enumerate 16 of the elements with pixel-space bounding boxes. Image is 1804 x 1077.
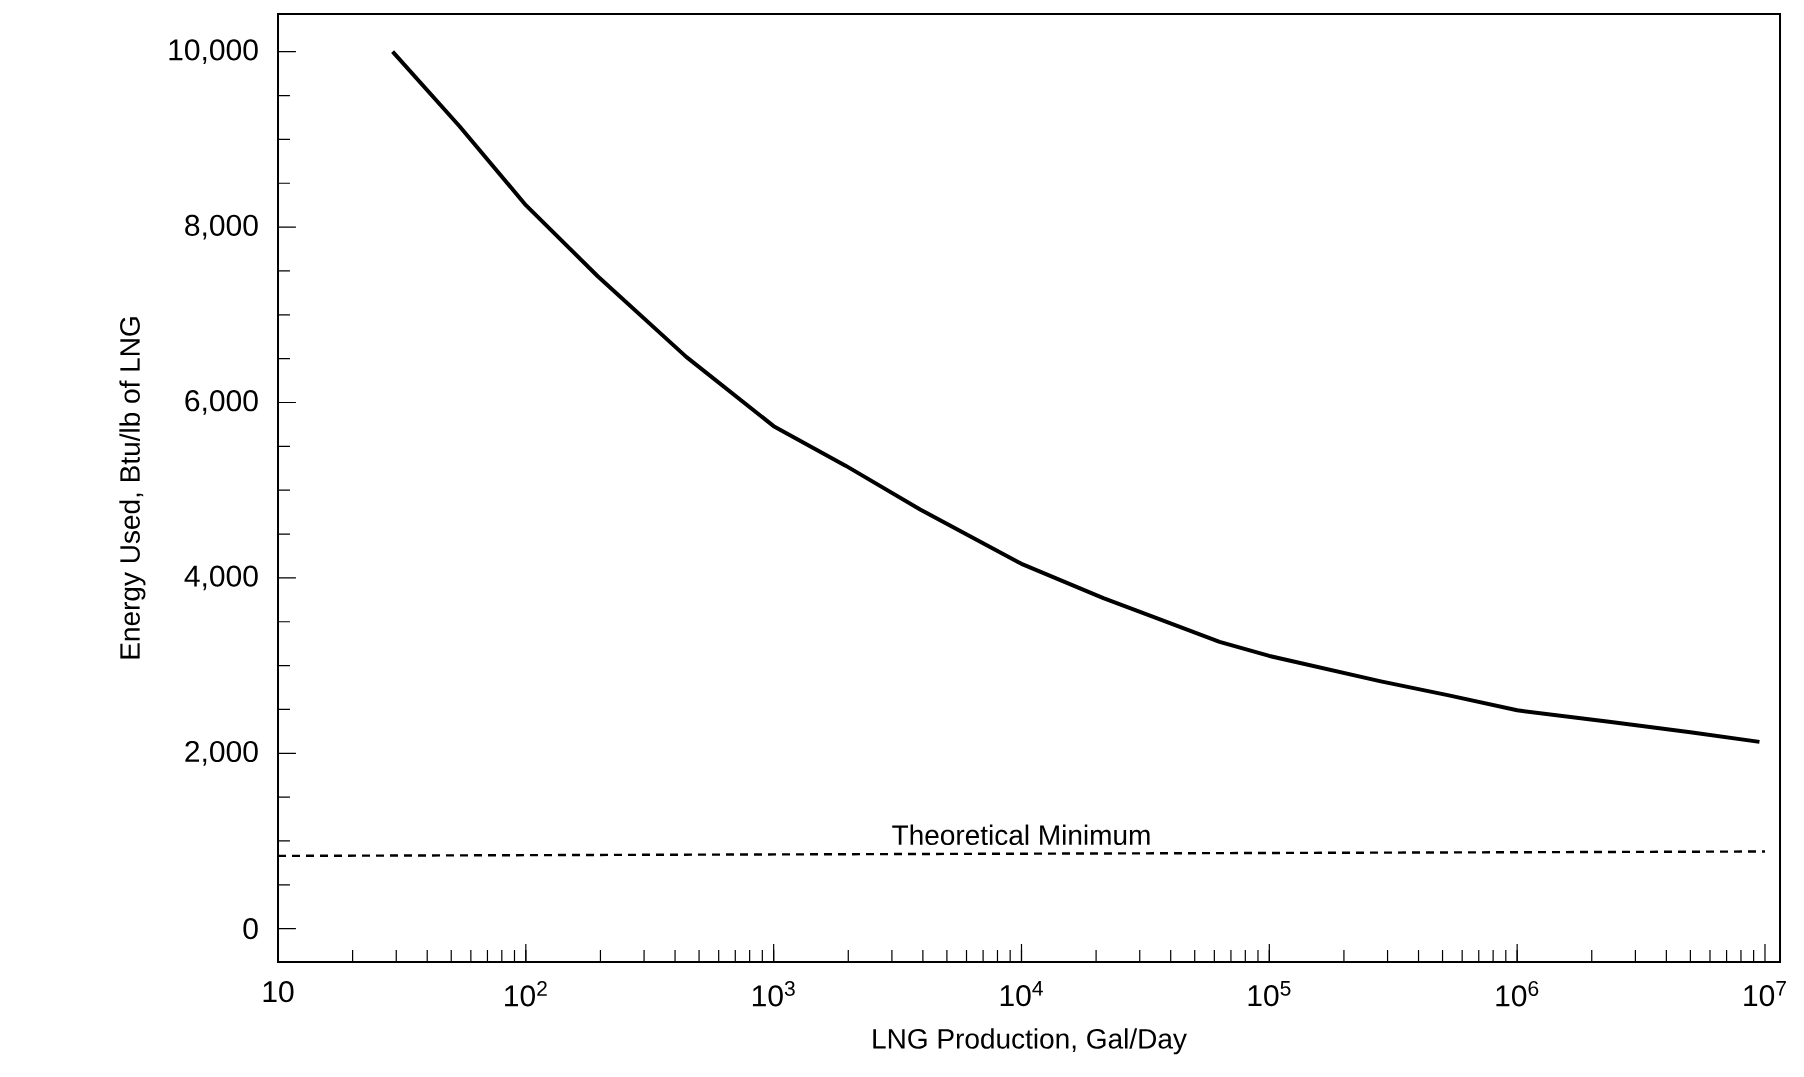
y-tick-label: 2,000: [185, 740, 258, 766]
y-tick-label: 10,000: [169, 39, 258, 65]
x-axis-title: LNG Production, Gal/Day: [873, 1028, 1187, 1055]
x-tick-label: 10$^{5}$: [1248, 981, 1291, 1007]
y-tick-label: 6,000: [185, 390, 258, 415]
y-tick-label: 0: [243, 918, 258, 940]
series-label: Theoretical Minimum: [892, 824, 1150, 846]
x-tick-label: 10$^{4}$: [1000, 981, 1043, 1007]
y-axis-title: Energy Used, Btu/lb of LNG: [119, 317, 146, 659]
x-tick-label: 10$^{7}$: [1744, 981, 1786, 1007]
y-tick-label: 4,000: [184, 565, 258, 591]
y-tick-label: 8,000: [185, 214, 258, 240]
x-tick-label: 10: [263, 981, 294, 1003]
x-tick-label: 10$^{6}$: [1496, 981, 1539, 1007]
x-tick-label: 10$^{3}$: [752, 981, 795, 1007]
x-tick-label: 10$^{2}$: [505, 981, 547, 1007]
